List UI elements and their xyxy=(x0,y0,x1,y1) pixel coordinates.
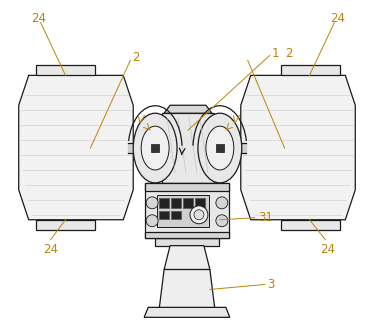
Bar xyxy=(145,232,229,238)
Bar xyxy=(171,198,181,208)
Bar xyxy=(145,183,229,191)
Bar xyxy=(183,198,193,208)
Bar xyxy=(162,113,214,183)
Ellipse shape xyxy=(206,126,234,170)
Bar xyxy=(36,66,95,75)
Ellipse shape xyxy=(146,197,158,209)
Bar xyxy=(159,198,169,208)
Ellipse shape xyxy=(146,215,158,227)
Bar xyxy=(159,211,169,219)
Bar xyxy=(145,183,229,238)
Bar xyxy=(195,198,205,208)
Polygon shape xyxy=(19,75,133,220)
Ellipse shape xyxy=(198,113,242,183)
Polygon shape xyxy=(164,245,210,269)
Ellipse shape xyxy=(190,206,208,224)
Text: 24: 24 xyxy=(330,12,345,25)
Polygon shape xyxy=(159,269,215,309)
Bar xyxy=(36,220,95,230)
Bar xyxy=(216,144,224,152)
Text: 1: 1 xyxy=(272,47,279,60)
Bar xyxy=(212,118,222,173)
Bar xyxy=(280,66,340,75)
Text: 2: 2 xyxy=(286,47,293,60)
Bar xyxy=(155,238,219,245)
Polygon shape xyxy=(144,307,230,317)
Text: 2: 2 xyxy=(132,51,140,64)
Bar xyxy=(280,220,340,230)
Polygon shape xyxy=(241,75,355,220)
Text: 31: 31 xyxy=(258,211,273,224)
Ellipse shape xyxy=(216,215,228,227)
Ellipse shape xyxy=(194,210,204,220)
Text: 24: 24 xyxy=(320,243,335,256)
Polygon shape xyxy=(164,105,212,113)
Text: 24: 24 xyxy=(31,12,46,25)
Text: V: V xyxy=(231,115,239,125)
Bar xyxy=(154,118,164,173)
Bar xyxy=(171,211,181,219)
Ellipse shape xyxy=(133,113,177,183)
Text: 3: 3 xyxy=(268,278,275,291)
Ellipse shape xyxy=(216,197,228,209)
Text: 24: 24 xyxy=(43,243,58,256)
Bar xyxy=(157,195,209,227)
Ellipse shape xyxy=(141,126,169,170)
Bar xyxy=(151,144,159,152)
Text: V: V xyxy=(137,115,144,125)
